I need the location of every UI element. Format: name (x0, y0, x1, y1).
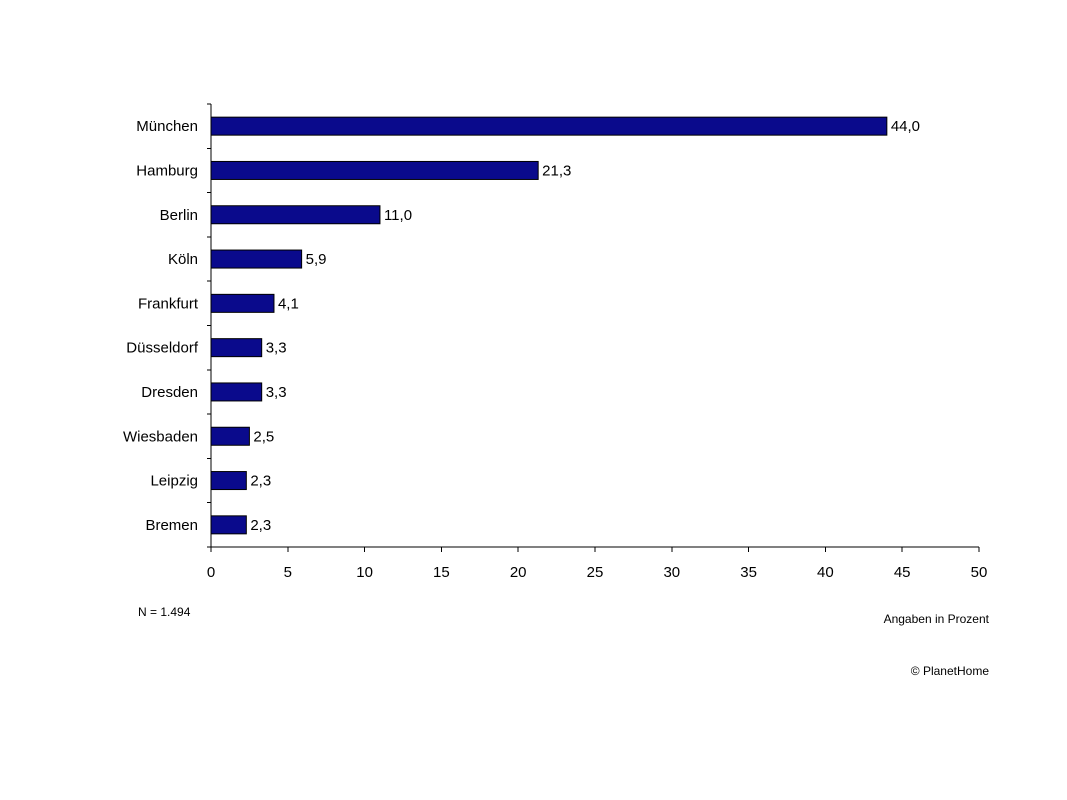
category-labels: München Hamburg Berlin Köln Frankfurt Düsseld… (123, 118, 199, 534)
sample-size-note: N = 1.494 (138, 605, 191, 619)
bar (210, 116, 888, 136)
category-label: Hamburg (136, 162, 198, 179)
y-axis-ticks (207, 103, 211, 548)
x-tick-label: 25 (587, 564, 604, 581)
category-label: Leipzig (150, 473, 198, 490)
unit-note: Angaben in Prozent (883, 612, 989, 626)
x-tick-label: 45 (894, 564, 911, 581)
x-tick-label: 30 (663, 564, 680, 581)
category-label: Bremen (145, 517, 198, 534)
value-label: 4,1 (278, 295, 299, 312)
category-label: Wiesbaden (123, 428, 198, 445)
x-tick-label: 5 (284, 564, 292, 581)
x-tick-label: 50 (971, 564, 988, 581)
value-label: 3,3 (266, 340, 287, 357)
bar (210, 382, 263, 402)
value-label: 44,0 (891, 118, 920, 135)
x-tick-label: 35 (740, 564, 757, 581)
category-label: Frankfurt (138, 295, 199, 312)
value-label: 5,9 (306, 251, 327, 268)
value-label: 21,3 (542, 162, 571, 179)
bar (210, 293, 275, 313)
value-label: 3,3 (266, 384, 287, 401)
value-label: 2,3 (250, 473, 271, 490)
x-tick-label: 20 (510, 564, 527, 581)
copyright-note: © PlanetHome (910, 664, 989, 678)
x-tick-label: 0 (207, 564, 215, 581)
bar (210, 249, 303, 269)
value-labels: 44,0 21,3 11,0 5,9 4,1 3,3 3,3 2,5 2,3 2,3 (250, 118, 920, 534)
value-label: 11,0 (384, 207, 412, 224)
x-axis-tick-labels: 0 5 10 15 20 25 30 35 40 45 50 (207, 564, 988, 581)
bar (210, 471, 247, 491)
bar (210, 338, 263, 358)
x-tick-label: 15 (433, 564, 450, 581)
bar (210, 426, 250, 446)
category-label: Dresden (141, 384, 198, 401)
category-label: München (136, 118, 198, 135)
category-label: Berlin (160, 207, 198, 224)
bars-group (210, 116, 888, 535)
category-label: Düsseldorf (126, 340, 199, 357)
value-label: 2,5 (253, 428, 274, 445)
value-label: 2,3 (250, 517, 271, 534)
x-tick-label: 40 (817, 564, 834, 581)
bar (210, 205, 381, 225)
bar (210, 515, 247, 535)
x-tick-label: 10 (356, 564, 373, 581)
x-axis-ticks (210, 547, 980, 552)
category-label: Köln (168, 251, 198, 268)
bar (210, 160, 539, 180)
